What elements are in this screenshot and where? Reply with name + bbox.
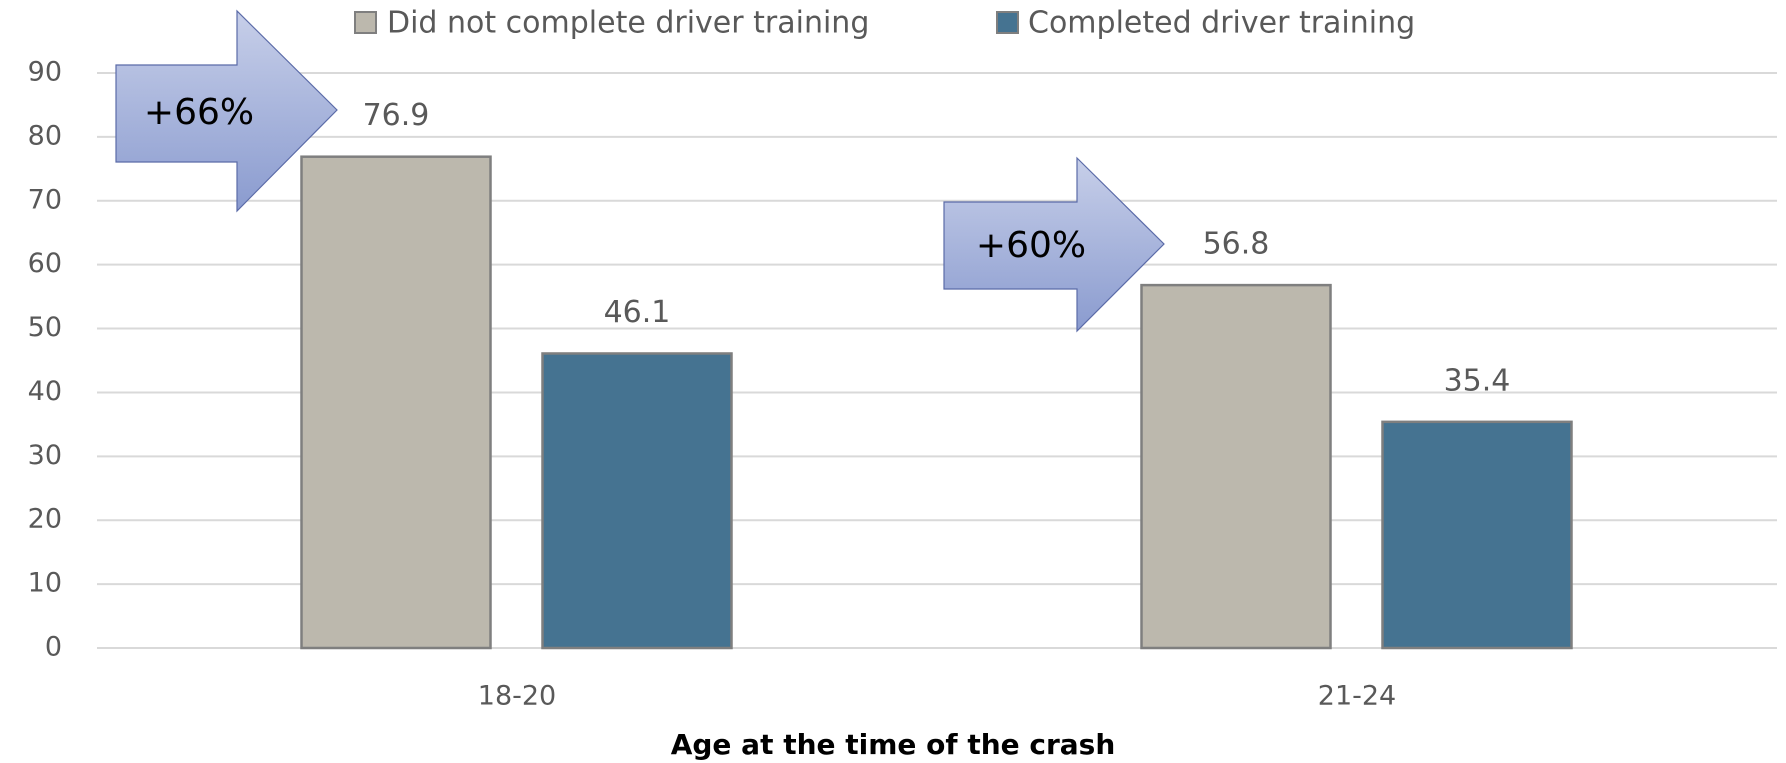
arrow [943, 156, 1165, 333]
data-label: 76.9 [363, 98, 430, 133]
bar [541, 352, 733, 650]
y-tick-label: 10 [28, 568, 62, 599]
legend-swatch [354, 11, 377, 34]
data-label: 56.8 [1203, 227, 1270, 262]
bars [300, 155, 1573, 650]
x-tick-label: 18-20 [478, 681, 556, 712]
x-tick-label: 21-24 [1318, 681, 1396, 712]
legend-swatch [996, 11, 1019, 34]
x-axis-label: Age at the time of the crash [671, 728, 1116, 761]
legend-label: Did not complete driver training [387, 6, 869, 41]
annotation: +60% [976, 225, 1086, 266]
annotation: +66% [144, 92, 254, 133]
y-tick-label: 40 [28, 376, 62, 407]
data-label: 46.1 [604, 295, 671, 330]
bar [1381, 420, 1573, 650]
y-tick-label: 80 [28, 120, 62, 151]
y-tick-label: 60 [28, 248, 62, 279]
legend-label: Completed driver training [1028, 6, 1415, 41]
bar [300, 155, 492, 650]
y-tick-label: 50 [28, 312, 62, 343]
y-tick-label: 20 [28, 504, 62, 535]
y-tick-label: 70 [28, 184, 62, 215]
data-label: 35.4 [1444, 363, 1511, 398]
arrow [115, 9, 338, 213]
bar [1140, 283, 1332, 650]
y-tick-label: 30 [28, 440, 62, 471]
y-tick-label: 90 [28, 57, 62, 88]
y-tick-label: 0 [45, 632, 62, 663]
